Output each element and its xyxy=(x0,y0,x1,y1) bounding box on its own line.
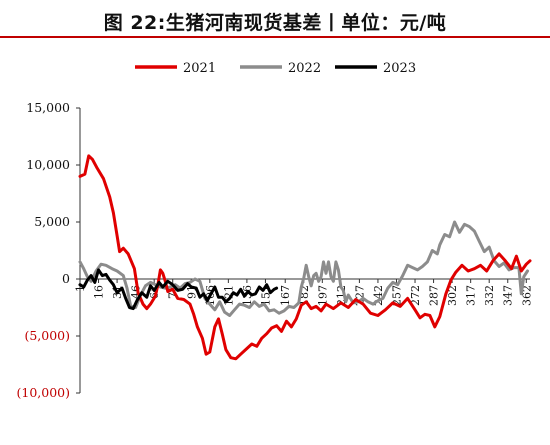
x-tick-label: 302 xyxy=(446,285,459,306)
y-tick-label: 0 xyxy=(62,271,70,286)
title-bar: 图 22:生猪河南现货基差丨单位：元/吨 xyxy=(0,0,550,40)
y-tick-label: 5,000 xyxy=(34,214,70,229)
x-tick-label: 16 xyxy=(93,285,106,299)
x-tick-label: 362 xyxy=(520,285,533,306)
series-layer xyxy=(78,154,532,361)
series-line-2023 xyxy=(78,268,279,311)
y-tick-label: 10,000 xyxy=(26,157,70,172)
x-tick-label: 347 xyxy=(502,285,515,306)
y-tick-label: 15,000 xyxy=(26,100,70,115)
x-tick-label: 136 xyxy=(241,285,254,306)
x-tick-label: 272 xyxy=(409,285,422,306)
y-axis: 15,000 10,000 5,000 0 (5,000) (10,000) xyxy=(17,100,81,400)
chart-title: 图 22:生猪河南现货基差丨单位：元/吨 xyxy=(103,12,447,34)
legend-label-2023: 2023 xyxy=(383,61,416,76)
x-tick-label: 332 xyxy=(483,285,496,306)
x-tick-label: 242 xyxy=(372,285,385,306)
y-tick-label: (5,000) xyxy=(24,328,70,343)
x-tick-label: 121 xyxy=(222,285,235,306)
x-tick-label: 257 xyxy=(390,285,403,306)
x-tick-label: 287 xyxy=(428,285,441,306)
x-tick-label: 197 xyxy=(316,285,329,306)
line-chart: 2021 2022 2023 15,000 10,000 5,000 0 (5,000) (1… xyxy=(17,61,534,400)
legend: 2021 2022 2023 xyxy=(135,61,416,76)
x-tick-label: 167 xyxy=(279,285,292,306)
x-tick-label: 317 xyxy=(465,285,478,306)
series-line-2021 xyxy=(78,154,532,361)
legend-label-2021: 2021 xyxy=(183,61,216,76)
y-tick-label: (10,000) xyxy=(17,385,71,400)
title-rule xyxy=(0,36,550,38)
legend-label-2022: 2022 xyxy=(288,61,321,76)
x-tick-label: 1 xyxy=(74,285,87,292)
